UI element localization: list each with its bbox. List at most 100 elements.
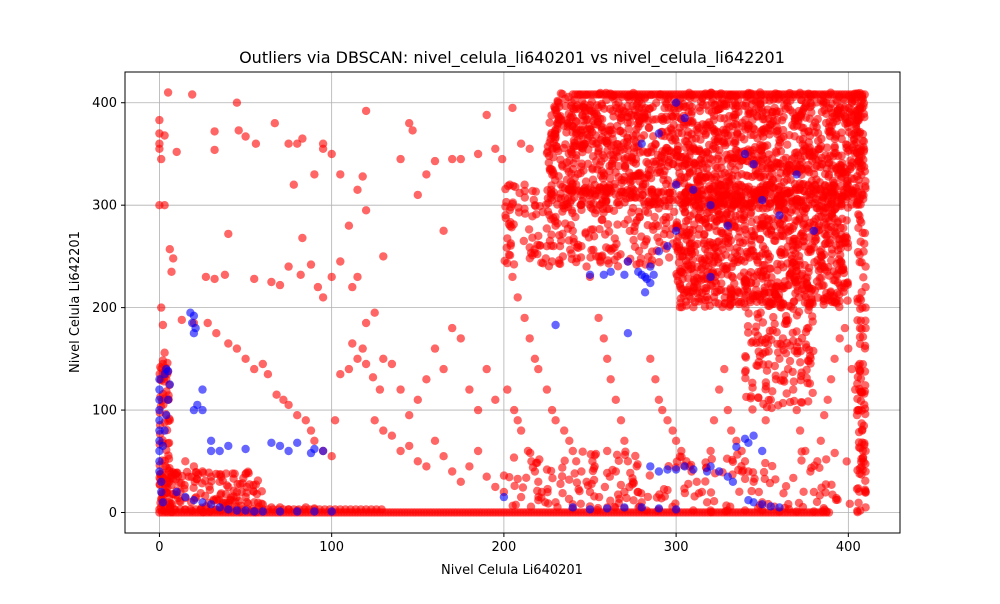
outlier-point bbox=[744, 467, 753, 476]
outlier-point bbox=[439, 226, 448, 235]
outlier-point bbox=[577, 242, 586, 251]
outlier-point bbox=[861, 262, 870, 271]
outlier-point bbox=[816, 141, 826, 151]
outlier-point bbox=[600, 127, 609, 136]
y-tick-label: 300 bbox=[92, 199, 117, 214]
outlier-point bbox=[448, 467, 457, 476]
outlier-point bbox=[568, 446, 577, 456]
core-point bbox=[155, 457, 164, 466]
outlier-point bbox=[572, 124, 581, 133]
core-point bbox=[654, 247, 664, 256]
outlier-point bbox=[828, 292, 837, 302]
outlier-point bbox=[747, 486, 756, 496]
outlier-point bbox=[637, 104, 647, 113]
outlier-point bbox=[734, 465, 743, 475]
core-point bbox=[275, 441, 285, 451]
outlier-point bbox=[751, 285, 761, 295]
outlier-point bbox=[860, 167, 870, 176]
outlier-point bbox=[605, 181, 614, 190]
outlier-point bbox=[249, 480, 258, 490]
outlier-point bbox=[611, 467, 620, 476]
core-point bbox=[585, 505, 595, 514]
outlier-point bbox=[822, 188, 831, 197]
outlier-point bbox=[526, 248, 536, 258]
outlier-point bbox=[639, 131, 649, 140]
outlier-point bbox=[701, 286, 711, 296]
outlier-point bbox=[787, 192, 796, 202]
outlier-point bbox=[599, 334, 608, 343]
outlier-point bbox=[608, 106, 617, 116]
outlier-point bbox=[695, 224, 704, 234]
outlier-point bbox=[752, 111, 762, 121]
outlier-point bbox=[813, 457, 822, 466]
outlier-point bbox=[838, 214, 847, 223]
outlier-point bbox=[568, 226, 577, 235]
outlier-point bbox=[849, 140, 859, 149]
core-point bbox=[809, 226, 819, 235]
core-point bbox=[671, 180, 681, 189]
outlier-point bbox=[858, 454, 868, 463]
core-point bbox=[155, 385, 164, 394]
outlier-point bbox=[651, 140, 660, 149]
outlier-point bbox=[250, 498, 259, 507]
outlier-point bbox=[788, 241, 797, 250]
outlier-point bbox=[727, 293, 736, 303]
outlier-point bbox=[770, 103, 779, 113]
outlier-point bbox=[817, 483, 826, 492]
core-point bbox=[758, 446, 767, 456]
y-tick-label: 0 bbox=[109, 506, 117, 521]
outlier-point bbox=[835, 290, 844, 299]
outlier-point bbox=[514, 203, 523, 212]
outlier-point bbox=[844, 128, 854, 137]
outlier-point bbox=[422, 170, 431, 179]
outlier-point bbox=[740, 457, 750, 466]
outlier-point bbox=[758, 318, 768, 327]
core-point bbox=[267, 438, 276, 447]
outlier-point bbox=[619, 145, 628, 154]
outlier-point bbox=[210, 127, 219, 136]
outlier-point bbox=[582, 90, 591, 100]
outlier-point bbox=[241, 354, 250, 363]
outlier-point bbox=[430, 436, 440, 445]
outlier-point bbox=[611, 190, 620, 199]
outlier-point bbox=[162, 387, 171, 396]
outlier-point bbox=[723, 405, 732, 415]
outlier-point bbox=[838, 158, 847, 168]
outlier-point bbox=[770, 319, 779, 329]
outlier-point bbox=[666, 124, 675, 133]
outlier-point bbox=[701, 477, 710, 486]
outlier-point bbox=[465, 385, 474, 394]
core-point bbox=[275, 507, 285, 516]
outlier-point bbox=[748, 292, 757, 301]
outlier-point bbox=[439, 364, 448, 374]
outlier-point bbox=[685, 157, 694, 167]
outlier-point bbox=[313, 282, 323, 292]
outlier-point bbox=[631, 451, 640, 461]
outlier-point bbox=[368, 373, 378, 382]
outlier-point bbox=[221, 469, 231, 478]
outlier-point bbox=[632, 216, 642, 225]
outlier-point bbox=[353, 354, 362, 363]
outlier-point bbox=[318, 293, 328, 302]
outlier-point bbox=[551, 498, 560, 507]
outlier-point bbox=[298, 233, 307, 243]
outlier-point bbox=[506, 241, 515, 250]
outlier-point bbox=[525, 144, 534, 153]
outlier-point bbox=[665, 92, 674, 101]
core-point bbox=[551, 320, 560, 330]
outlier-point bbox=[768, 387, 777, 396]
outlier-point bbox=[819, 208, 829, 217]
outlier-point bbox=[758, 297, 767, 307]
outlier-point bbox=[591, 449, 601, 459]
outlier-point bbox=[160, 348, 169, 357]
outlier-point bbox=[778, 334, 788, 343]
outlier-point bbox=[554, 172, 563, 181]
outlier-point bbox=[801, 446, 810, 456]
core-point bbox=[623, 257, 633, 266]
outlier-point bbox=[500, 256, 509, 265]
outlier-point bbox=[720, 364, 729, 374]
outlier-point bbox=[861, 446, 870, 456]
outlier-point bbox=[639, 113, 648, 123]
outlier-point bbox=[637, 232, 646, 241]
outlier-point bbox=[662, 179, 671, 189]
